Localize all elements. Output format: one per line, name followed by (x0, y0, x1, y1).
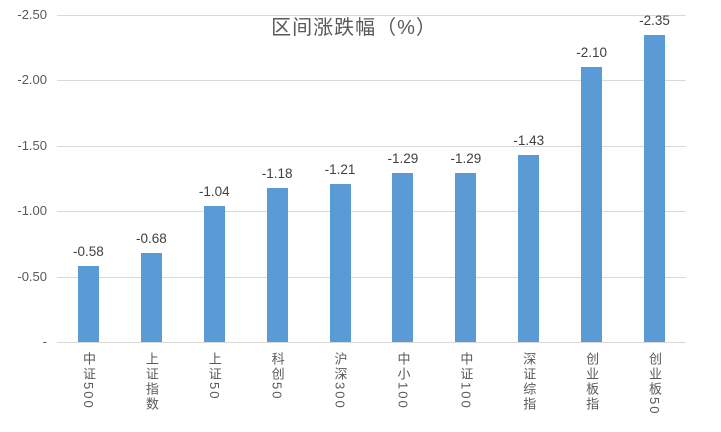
bar (140, 253, 162, 342)
bar (266, 187, 288, 342)
gridline (57, 15, 686, 16)
y-axis-tick-label: -0.50 (17, 268, 47, 284)
bar (644, 34, 666, 342)
x-axis-category-label: 上证50 (206, 352, 222, 401)
bar-value-label: -2.35 (639, 12, 670, 28)
x-axis-category-label: 上证指数 (143, 352, 159, 412)
y-axis-tick-label: - (42, 334, 47, 349)
bar (581, 67, 603, 342)
x-axis-category-label: 中小100 (395, 352, 411, 410)
gridline (57, 211, 686, 213)
chart-title: 区间涨跌幅（%） (271, 17, 437, 39)
gridline (57, 145, 686, 147)
bar-value-label: -2.10 (576, 45, 608, 61)
bar-value-label: -0.68 (135, 231, 167, 247)
bar-value-label: -0.58 (73, 244, 104, 260)
x-axis-category-label: 创业板指 (584, 352, 600, 412)
y-axis-tick-label: -1.00 (17, 203, 47, 219)
bar-value-label: -1.21 (324, 161, 356, 177)
bar-value-label: -1.04 (198, 183, 230, 199)
bar (518, 154, 540, 342)
y-axis-tick-label: -2.00 (17, 72, 47, 88)
bar (77, 266, 99, 342)
x-axis-category-label: 科创50 (269, 352, 285, 401)
bar (455, 173, 477, 342)
gridline (57, 80, 686, 82)
gridline (57, 276, 686, 278)
y-axis-tick-label: -2.50 (17, 7, 47, 22)
bar (329, 183, 351, 342)
bar-value-label: -1.43 (513, 132, 545, 148)
x-axis-category-label: 中证100 (458, 352, 474, 410)
x-axis-category-label: 中证500 (80, 352, 96, 410)
bar-value-label: -1.29 (450, 151, 482, 167)
gridline (57, 342, 686, 343)
y-axis-tick-label: -1.50 (17, 137, 47, 153)
bar (392, 173, 414, 342)
x-axis-category-label: 创业板50 (647, 352, 663, 416)
x-axis-category-label: 沪深300 (332, 352, 348, 410)
bar-value-label: -1.18 (261, 165, 293, 181)
bar (203, 205, 225, 342)
bar-value-label: -1.29 (387, 151, 419, 167)
x-axis-category-label: 深证综指 (521, 352, 537, 412)
